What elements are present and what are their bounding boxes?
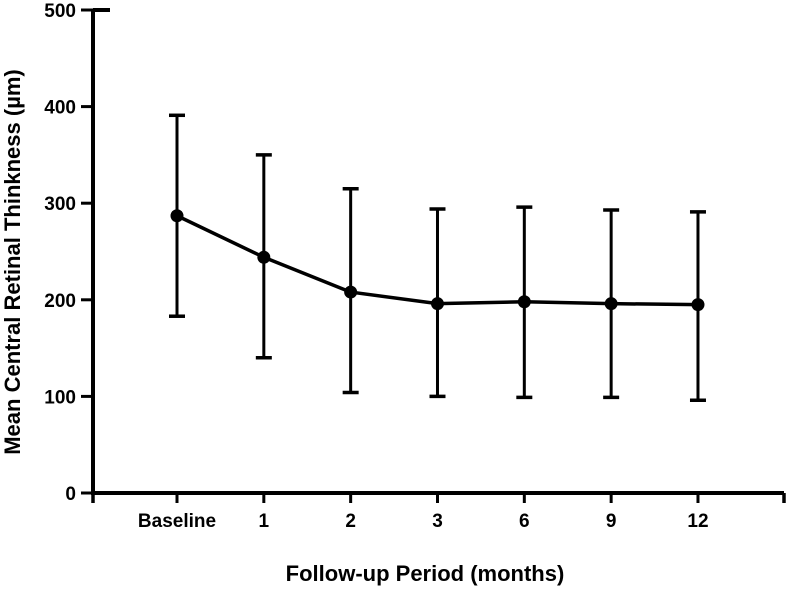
data-point bbox=[517, 295, 531, 309]
y-axis-title: Mean Central Retinal Thinkness (µm) bbox=[0, 69, 25, 455]
x-tick-label: Baseline bbox=[138, 511, 216, 532]
x-tick-label: 3 bbox=[432, 511, 443, 532]
data-point bbox=[257, 250, 271, 264]
y-tick-label: 500 bbox=[44, 1, 76, 22]
y-tick-label: 400 bbox=[44, 98, 76, 119]
x-tick-label: 6 bbox=[519, 511, 530, 532]
x-tick-label: 1 bbox=[259, 511, 270, 532]
x-tick-label: 9 bbox=[606, 511, 617, 532]
y-tick-label: 0 bbox=[65, 484, 76, 505]
data-point bbox=[691, 298, 705, 312]
y-tick-label: 200 bbox=[44, 291, 76, 312]
data-point bbox=[430, 297, 444, 311]
y-tick-label: 300 bbox=[44, 194, 76, 215]
y-tick-label: 100 bbox=[44, 387, 76, 408]
data-point bbox=[344, 285, 358, 299]
data-point bbox=[604, 297, 618, 311]
x-tick-label: 12 bbox=[687, 511, 708, 532]
x-axis-title: Follow-up Period (months) bbox=[286, 561, 565, 586]
x-tick-label: 2 bbox=[345, 511, 356, 532]
data-point bbox=[170, 209, 184, 223]
